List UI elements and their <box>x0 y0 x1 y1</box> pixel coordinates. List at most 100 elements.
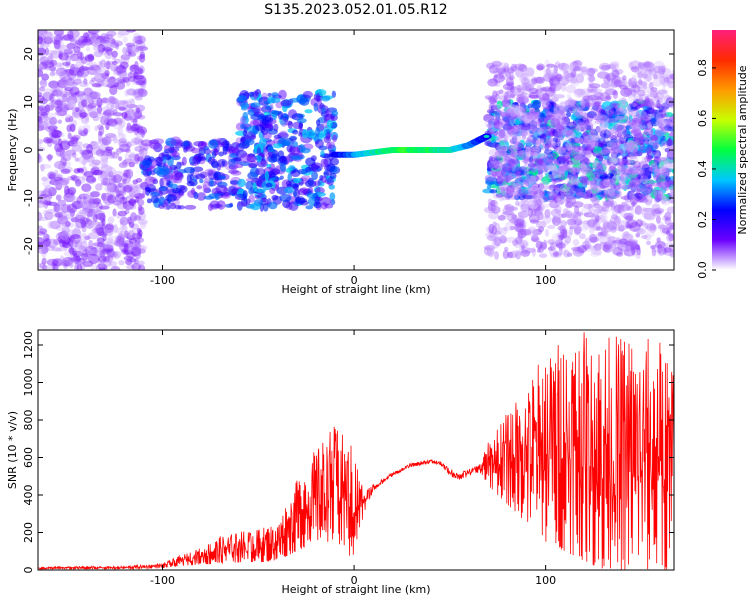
heatmap-cell <box>72 177 79 183</box>
heatmap-cell <box>562 70 570 80</box>
heatmap-cell <box>40 107 50 116</box>
heatmap-cell <box>221 188 228 193</box>
heatmap-cell <box>132 179 138 185</box>
heatmap-cell <box>69 30 80 39</box>
heatmap-cell <box>82 124 91 134</box>
heatmap-cell <box>133 193 145 199</box>
heatmap-cell <box>39 43 50 48</box>
heatmap-cell <box>72 175 80 182</box>
heatmap-cell <box>66 96 71 106</box>
y-tick-label: 800 <box>22 410 35 431</box>
heatmap-cell <box>88 239 94 250</box>
heatmap-cell <box>70 234 81 240</box>
heatmap-cell <box>222 145 228 156</box>
heatmap-cell <box>96 237 105 244</box>
heatmap-cell <box>255 167 266 176</box>
heatmap-cell <box>132 74 137 80</box>
heatmap-cell <box>133 258 139 265</box>
heatmap-cell <box>125 168 134 179</box>
heatmap-cell <box>80 42 90 47</box>
heatmap-cell <box>123 158 133 164</box>
heatmap-cell <box>529 107 535 112</box>
heatmap-cell <box>104 184 115 193</box>
heatmap-cell <box>539 96 550 101</box>
heatmap-cell <box>52 39 58 45</box>
heatmap-cell <box>643 212 656 221</box>
heatmap-cell <box>140 84 146 90</box>
heatmap-cell <box>84 235 91 241</box>
heatmap-cell <box>117 120 123 127</box>
heatmap-cell <box>149 141 161 150</box>
heatmap-cell <box>332 134 338 143</box>
heatmap-cell <box>122 140 131 147</box>
heatmap-cell <box>53 42 62 50</box>
heatmap-cell <box>58 177 70 186</box>
heatmap-cell <box>102 238 115 245</box>
heatmap-cell <box>86 61 98 68</box>
heatmap-cell <box>112 174 123 184</box>
heatmap-cell <box>124 110 131 119</box>
heatmap-cell <box>626 143 632 153</box>
heatmap-cell <box>648 152 660 157</box>
heatmap-cell <box>65 221 71 227</box>
heatmap-cell <box>54 180 67 189</box>
heatmap-cell <box>85 154 95 163</box>
heatmap-cell <box>136 152 145 162</box>
heatmap-cell <box>560 220 567 227</box>
heatmap-cell <box>560 165 567 172</box>
heatmap-cells <box>38 30 674 270</box>
heatmap-cell <box>512 182 522 192</box>
heatmap-cell <box>558 133 565 141</box>
heatmap-cell <box>600 129 612 139</box>
heatmap-cell <box>114 102 120 110</box>
heatmap-cell <box>651 149 657 155</box>
heatmap-cell <box>634 168 644 175</box>
heatmap-cell <box>95 149 106 157</box>
heatmap-cell <box>137 77 148 87</box>
heatmap-cell <box>484 95 493 100</box>
heatmap-cell <box>563 249 570 258</box>
heatmap-cell <box>67 186 77 196</box>
heatmap-cell <box>80 232 89 243</box>
heatmap-cell <box>40 189 53 197</box>
heatmap-cell <box>115 80 126 90</box>
heatmap-cell <box>636 197 649 204</box>
heatmap-cell <box>555 146 567 154</box>
heatmap-cell <box>69 64 78 71</box>
heatmap-cell <box>299 187 309 194</box>
heatmap-cell <box>93 221 100 226</box>
heatmap-cell <box>655 118 667 128</box>
heatmap-cell <box>129 64 140 72</box>
heatmap-cell <box>78 108 87 119</box>
heatmap-cell <box>111 60 118 66</box>
heatmap-cell <box>53 178 62 187</box>
heatmap-cell <box>94 72 106 83</box>
heatmap-cell <box>89 91 101 100</box>
heatmap-cell <box>58 77 70 86</box>
heatmap-cell <box>53 35 64 42</box>
heatmap-cell <box>105 122 110 131</box>
heatmap-cell <box>631 129 639 134</box>
heatmap-cell <box>611 144 617 151</box>
heatmap-cell <box>535 240 544 250</box>
heatmap-cell <box>55 36 61 47</box>
heatmap-cell <box>53 39 62 45</box>
heatmap-cell <box>645 240 651 246</box>
heatmap-cell <box>627 194 633 200</box>
heatmap-cell <box>53 238 61 246</box>
heatmap-cell <box>63 250 72 257</box>
heatmap-cell <box>236 201 243 211</box>
heatmap-cell <box>89 140 99 150</box>
heatmap-cell <box>77 100 86 110</box>
heatmap-cell <box>60 138 70 144</box>
heatmap-cell <box>158 185 168 192</box>
heatmap-cell <box>121 159 128 166</box>
heatmap-cell <box>56 90 63 100</box>
heatmap-cell <box>498 128 506 139</box>
heatmap-cell <box>150 195 159 204</box>
heatmap-cell <box>71 256 82 265</box>
heatmap-cell <box>125 142 132 149</box>
heatmap-cell <box>88 103 94 109</box>
heatmap-cell <box>87 197 95 204</box>
